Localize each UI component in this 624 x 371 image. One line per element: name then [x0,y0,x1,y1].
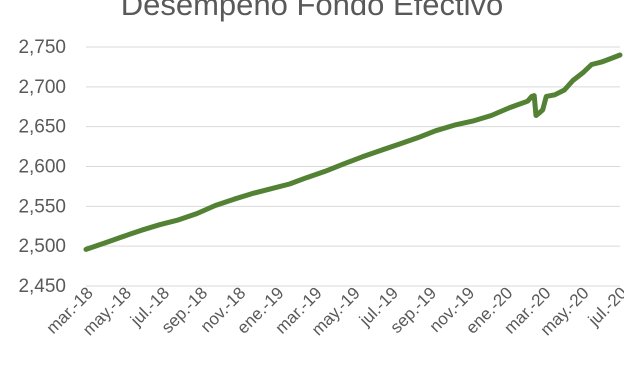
x-axis-ticks: mar.-18may.-18jul.-18sep.-18nov.-18ene.-… [43,283,624,339]
series-layer [83,52,623,252]
y-axis-ticks: 2,450 2,500 2,550 2,600 2,650 2,700 2,750 [18,37,66,297]
y-tick-label: 2,750 [18,37,66,58]
y-tick-label: 2,450 [18,276,66,297]
y-tick-label: 2,550 [18,196,66,217]
gridlines [86,46,620,287]
series-line [83,52,623,252]
x-tick-label: jul.-20 [584,283,624,330]
y-tick-label: 2,500 [18,236,66,257]
chart-title: Desempeño Fondo Efectivo [120,0,504,22]
y-tick-label: 2,600 [18,157,66,178]
y-tick-label: 2,650 [18,117,66,138]
y-tick-label: 2,700 [18,77,66,98]
